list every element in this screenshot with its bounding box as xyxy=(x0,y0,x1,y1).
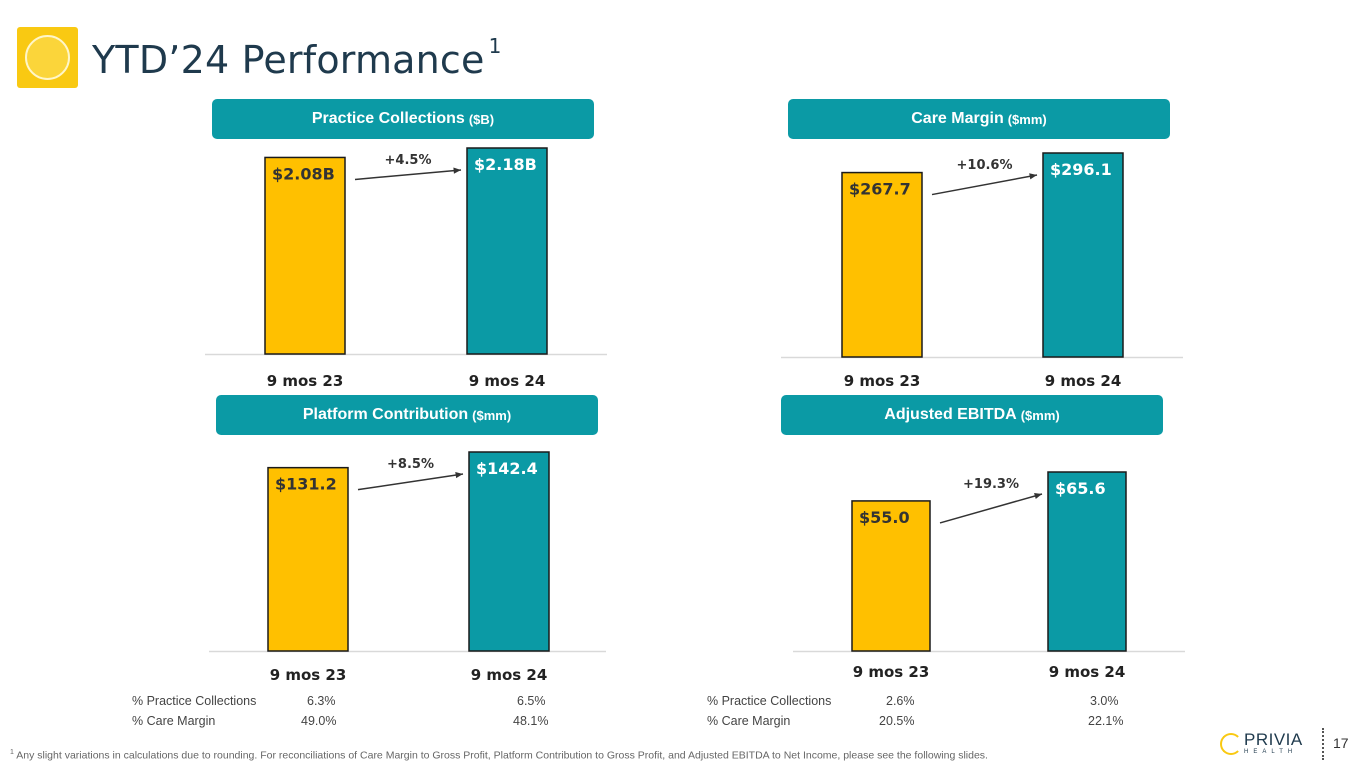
bar-value-label: $65.6 xyxy=(1055,479,1106,498)
panel-header-care-margin: Care Margin ($mm) xyxy=(788,99,1170,139)
category-label: 9 mos 23 xyxy=(267,372,344,390)
growth-arrow-line xyxy=(354,169,462,181)
category-label: 9 mos 23 xyxy=(853,663,930,681)
adjusted-ebitda-chart: $55.0 9 mos 23 $65.6 9 mos 24 +19.3% xyxy=(793,471,1185,681)
privia-health-logo: PRIVIA HEALTH xyxy=(1220,730,1312,758)
growth-arrow-line xyxy=(939,493,1043,524)
care-margin-chart: $267.7 9 mos 23 $296.1 9 mos 24 +10.6% xyxy=(781,152,1183,390)
footer-divider xyxy=(1322,728,1324,760)
bar-value-label: $2.18B xyxy=(474,155,537,174)
bar-9-mos-23 xyxy=(851,500,931,652)
growth-arrowhead-icon xyxy=(453,167,461,174)
growth-percent-label: +10.6% xyxy=(957,158,1013,173)
growth-arrowhead-icon xyxy=(1029,173,1037,180)
practice-collections-chart: $2.08B 9 mos 23 $2.18B 9 mos 24 +4.5% xyxy=(205,147,607,390)
bar-9-mos-24 xyxy=(466,147,548,355)
bar-value-label: $55.0 xyxy=(859,508,910,527)
title-badge xyxy=(17,27,78,88)
growth-percent-label: +8.5% xyxy=(387,457,434,472)
panel-header-practice-collections: Practice Collections ($B) xyxy=(212,99,594,139)
ebitda-metrics-table: % Practice Collections 2.6% 3.0% % Care … xyxy=(707,694,1137,734)
category-label: 9 mos 24 xyxy=(469,372,546,390)
bar-9-mos-24 xyxy=(1047,471,1127,652)
bar-value-label: $2.08B xyxy=(272,164,335,183)
category-label: 9 mos 24 xyxy=(1049,663,1126,681)
bar-9-mos-23 xyxy=(841,171,923,358)
bar-9-mos-24 xyxy=(468,451,550,652)
privia-mark-icon xyxy=(1220,733,1242,755)
bar-9-mos-23 xyxy=(264,156,346,355)
bar-value-label: $267.7 xyxy=(849,180,911,199)
panel-header-adjusted-ebitda: Adjusted EBITDA ($mm) xyxy=(781,395,1163,435)
page-title: YTD’24 Performance 1 xyxy=(92,34,502,82)
category-label: 9 mos 23 xyxy=(844,372,921,390)
bar-9-mos-23 xyxy=(267,466,349,652)
metrics-row: % Practice Collections 2.6% 3.0% xyxy=(707,694,1119,708)
sun-icon xyxy=(25,35,70,80)
growth-arrowhead-icon xyxy=(455,472,463,479)
platform-metrics-table: % Practice Collections 6.3% 6.5% % Care … xyxy=(132,694,562,734)
category-label: 9 mos 23 xyxy=(270,666,347,684)
growth-arrow-line xyxy=(931,174,1038,196)
platform-contribution-chart: $131.2 9 mos 23 $142.4 9 mos 24 +8.5% xyxy=(209,451,606,684)
growth-arrow-line xyxy=(357,473,464,491)
metrics-row: % Care Margin 20.5% 22.1% xyxy=(707,714,1124,728)
page-number: 17 xyxy=(1333,735,1349,751)
metrics-row: % Care Margin 49.0% 48.1% xyxy=(132,714,549,728)
bar-value-label: $142.4 xyxy=(476,459,538,478)
growth-percent-label: +19.3% xyxy=(963,477,1019,492)
growth-arrowhead-icon xyxy=(1034,493,1042,500)
panel-header-platform-contribution: Platform Contribution ($mm) xyxy=(216,395,598,435)
category-label: 9 mos 24 xyxy=(1045,372,1122,390)
bar-value-label: $296.1 xyxy=(1050,160,1112,179)
bar-value-label: $131.2 xyxy=(275,475,337,494)
bar-9-mos-24 xyxy=(1042,152,1124,358)
footnote: 1 Any slight variations in calculations … xyxy=(10,749,988,762)
category-label: 9 mos 24 xyxy=(471,666,548,684)
growth-percent-label: +4.5% xyxy=(385,153,432,168)
metrics-row: % Practice Collections 6.3% 6.5% xyxy=(132,694,546,708)
